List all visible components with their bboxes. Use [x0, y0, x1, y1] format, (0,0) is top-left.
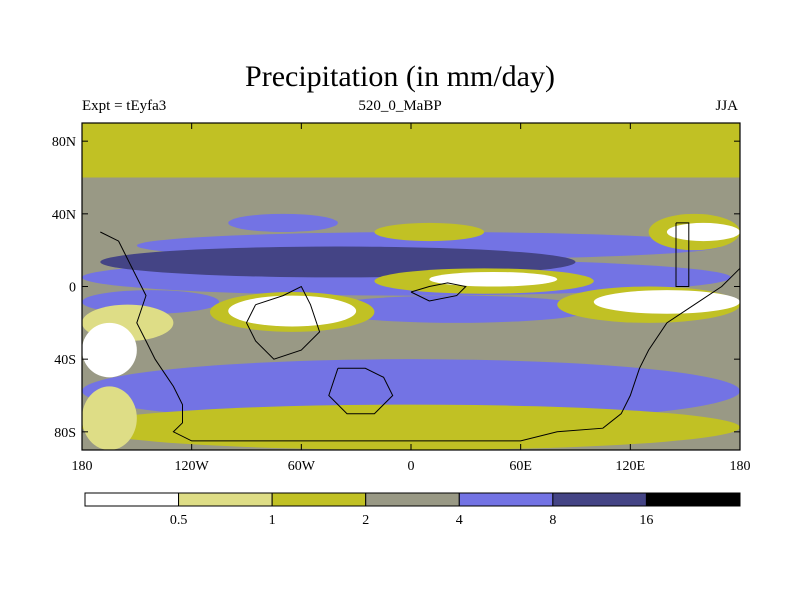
field-region-10: [593, 290, 740, 314]
coastline-4: [410, 282, 467, 302]
colorbar-label: 2: [362, 513, 369, 528]
y-tick-label: 80S: [54, 426, 76, 441]
x-tick-label: 60W: [288, 459, 316, 474]
field-region-19: [228, 213, 338, 233]
map-field: [82, 123, 740, 450]
season-label: JJA: [715, 98, 738, 114]
field-band: [82, 123, 740, 178]
axis-ticks: 180 120W 60W 0 60E 120E 180 80N 40N 0 40S 80S: [52, 123, 751, 474]
colorbar-swatch: [552, 492, 647, 507]
field-region-3: [319, 295, 594, 323]
colorbar-swatch: [84, 492, 180, 507]
colorbar-swatch: [365, 492, 460, 507]
period-label: 520_0_MaBP: [358, 98, 442, 114]
colorbar-label: 8: [549, 513, 556, 528]
colorbar-swatch: [645, 492, 741, 507]
chart-title: Precipitation (in mm/day): [245, 60, 555, 93]
experiment-label: Expt = tEyfa3: [82, 98, 167, 114]
x-tick-label: 180: [72, 459, 93, 474]
coastline-5: [675, 222, 690, 287]
x-tick-label: 180: [730, 459, 751, 474]
colorbar-swatch: [178, 492, 273, 507]
field-region-13: [82, 359, 740, 423]
colorbar-label: 1: [269, 513, 276, 528]
field-region-18: [374, 222, 485, 242]
field-region-15: [82, 386, 137, 450]
colorbar: 0.5 1 2 4 8 16: [84, 492, 741, 528]
y-tick-label: 40N: [52, 208, 76, 223]
coastline-2: [245, 285, 321, 360]
coastline-3: [328, 367, 394, 415]
x-tick-label: 120W: [175, 459, 210, 474]
x-tick-label: 120E: [616, 459, 646, 474]
continent-outlines: [100, 222, 740, 442]
colorbar-swatch: [271, 492, 367, 507]
field-region-12: [82, 322, 137, 378]
colorbar-label: 0.5: [170, 513, 188, 528]
y-tick-label: 0: [69, 281, 76, 296]
field-region-8: [429, 271, 558, 287]
colorbar-swatch: [458, 492, 554, 507]
y-tick-label: 80N: [52, 135, 76, 150]
x-tick-label: 0: [408, 459, 415, 474]
x-tick-label: 60E: [509, 459, 532, 474]
colorbar-label: 4: [456, 513, 463, 528]
y-tick-label: 40S: [54, 353, 76, 368]
field-region-14: [82, 404, 740, 450]
coastline-1: [100, 231, 740, 442]
colorbar-label: 16: [639, 513, 653, 528]
field-region-17: [666, 222, 740, 242]
